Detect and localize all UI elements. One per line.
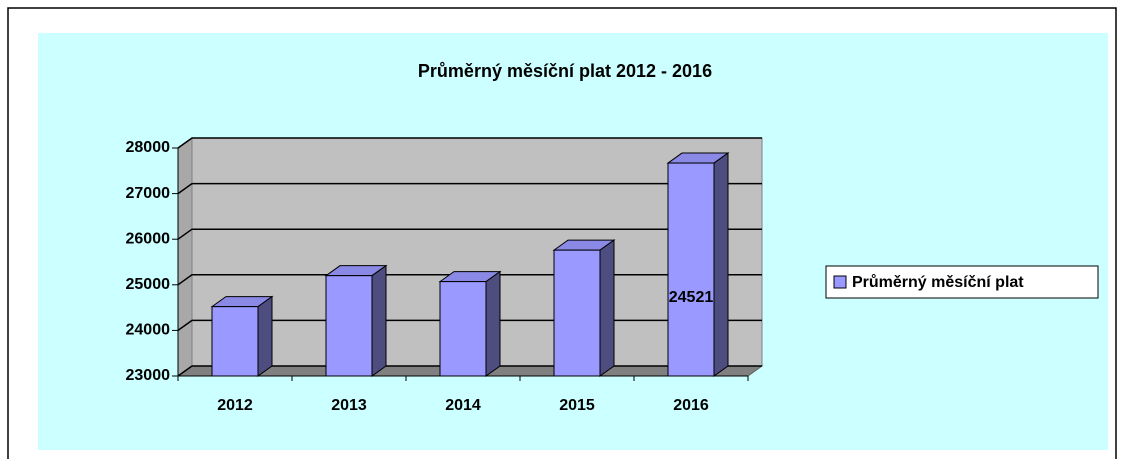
- x-tick-label: 2012: [217, 397, 253, 414]
- y-tick-label: 25000: [126, 276, 171, 293]
- bar: [211, 306, 259, 377]
- bar: [553, 249, 601, 377]
- bar-side: [371, 264, 387, 377]
- bar-side: [713, 152, 729, 377]
- y-tick-label: 26000: [126, 230, 171, 247]
- y-tick-label: 24000: [126, 322, 171, 339]
- bar: [325, 275, 373, 377]
- legend: [825, 265, 1099, 299]
- grid-line: [177, 137, 762, 149]
- bar-side: [599, 239, 615, 377]
- legend-swatch: [833, 275, 847, 289]
- grid-line: [177, 228, 762, 240]
- grid-line: [177, 182, 762, 195]
- x-tick-label: 2013: [331, 397, 367, 414]
- x-tick-label: 2016: [673, 397, 709, 414]
- y-tick-label: 28000: [126, 139, 171, 156]
- bar: [439, 281, 487, 377]
- bar-side: [485, 270, 501, 377]
- data-label: 24521: [669, 289, 714, 306]
- x-tick-label: 2015: [559, 397, 595, 414]
- bar: [667, 162, 715, 377]
- x-tick-label: 2014: [445, 397, 481, 414]
- y-tick-label: 27000: [126, 185, 171, 202]
- bar-side: [257, 295, 273, 377]
- chart-title: Průměrný měsíční plat 2012 - 2016: [418, 61, 712, 81]
- frame: [7, 7, 1117, 459]
- y-tick-label: 23000: [126, 367, 171, 384]
- legend-label: Průměrný měsíční plat: [852, 274, 1024, 291]
- side-wall: [177, 137, 193, 377]
